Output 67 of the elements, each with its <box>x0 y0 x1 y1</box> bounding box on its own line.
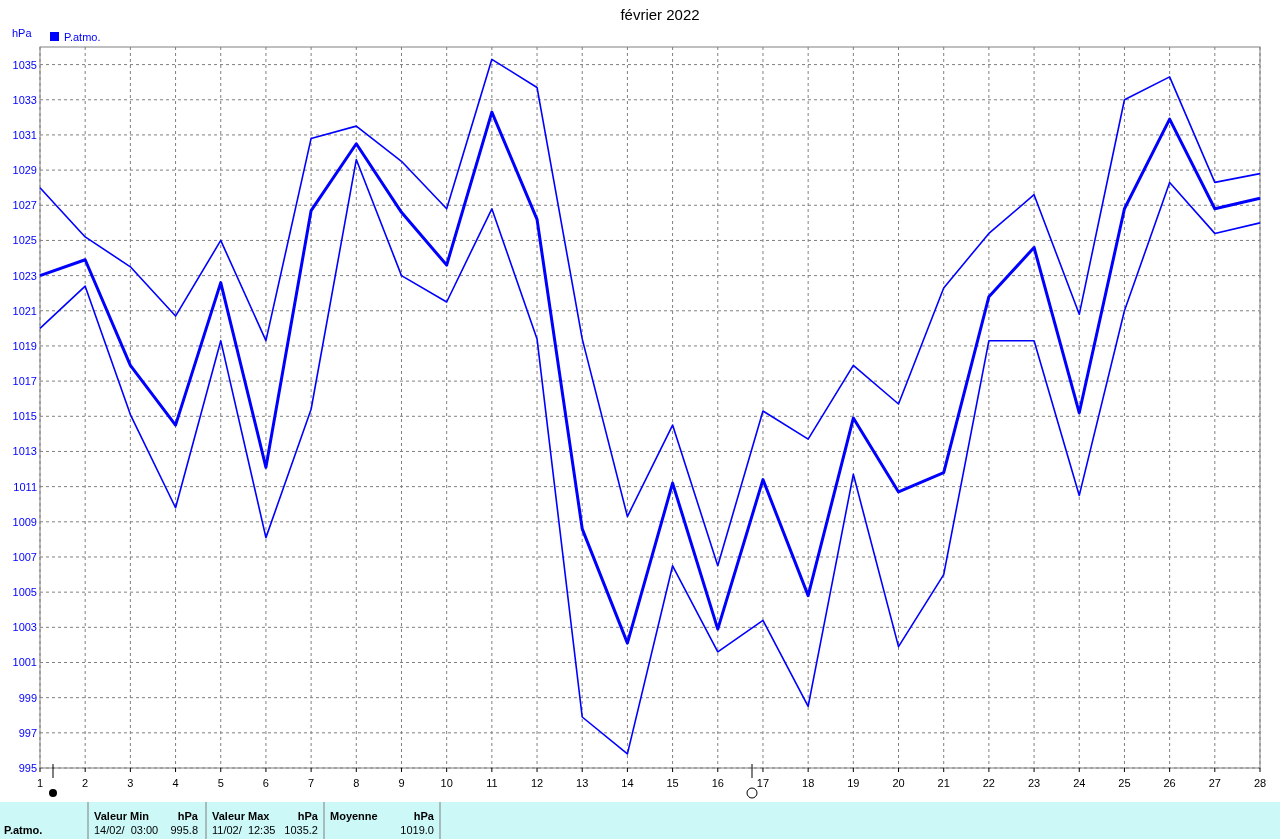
x-tick-label: 26 <box>1163 777 1176 789</box>
x-tick-label: 14 <box>621 777 634 789</box>
y-tick-label: 1035 <box>12 58 37 71</box>
y-tick-label: 1027 <box>12 199 37 212</box>
text: Moyenne <box>330 810 378 822</box>
text: hPa <box>297 810 319 822</box>
text: hPa <box>413 810 435 822</box>
text: P.atmo. <box>4 824 43 836</box>
y-tick-label: 1007 <box>12 550 37 563</box>
y-tick-label: 1017 <box>12 375 37 388</box>
y-tick-label: 999 <box>18 691 37 704</box>
x-tick-label: 11 <box>486 777 498 789</box>
y-tick-label: 1019 <box>12 339 37 352</box>
x-tick-label: 15 <box>666 777 679 789</box>
line-series <box>38 110 1262 645</box>
x-tick-label: 1 <box>36 777 44 789</box>
line-series <box>39 58 1261 567</box>
x-tick-label: 17 <box>756 777 770 789</box>
x-tick-label: 22 <box>982 777 996 789</box>
x-tick-label: 20 <box>892 777 905 789</box>
x-tick-label: 3 <box>127 777 134 789</box>
x-tick-label: 7 <box>308 777 315 789</box>
y-tick-label: 997 <box>18 726 37 739</box>
x-tick-label: 5 <box>217 777 224 789</box>
y-axis-title: hPa <box>12 27 33 39</box>
text: 1019.0 <box>400 824 434 836</box>
x-tick-label: 4 <box>172 777 179 789</box>
x-tick-label: 2 <box>82 777 89 789</box>
x-tick-label: 13 <box>576 777 589 789</box>
chart-title: février 2022 <box>620 6 700 23</box>
x-tick-label: 16 <box>711 777 724 789</box>
line-series <box>39 158 1261 755</box>
x-tick-label: 6 <box>262 777 269 789</box>
x-tick-label: 25 <box>1118 777 1131 789</box>
x-tick-label: 10 <box>440 777 453 789</box>
y-tick-label: 1029 <box>12 164 37 177</box>
legend-label: P.atmo. <box>64 31 101 43</box>
text: hPa <box>177 810 199 822</box>
text: Valeur Max <box>212 810 271 822</box>
x-tick-label: 12 <box>530 777 544 789</box>
y-tick-label: 1011 <box>13 480 37 493</box>
x-tick-label: 28 <box>1253 777 1267 789</box>
x-tick-label: 27 <box>1208 777 1221 789</box>
text: 11/02/ 12:35 <box>212 824 276 836</box>
x-tick-label: 8 <box>353 777 360 789</box>
x-tick-label: 24 <box>1073 777 1086 789</box>
y-tick-label: 1001 <box>12 656 37 669</box>
x-tick-label: 19 <box>847 777 860 789</box>
y-tick-label: 1003 <box>12 621 37 634</box>
y-tick-label: 1033 <box>12 93 37 106</box>
y-tick-label: 1023 <box>12 269 37 282</box>
y-tick-label: 1021 <box>12 304 37 317</box>
x-tick-label: 23 <box>1027 777 1041 789</box>
text: Valeur Min <box>94 810 150 822</box>
y-tick-label: 1013 <box>12 445 37 458</box>
text: 14/02/ 03:00 <box>94 824 159 836</box>
y-tick-label: 1005 <box>12 586 37 599</box>
x-tick-label: 18 <box>802 777 815 789</box>
x-tick-label: 21 <box>937 777 950 789</box>
text: 1035.2 <box>284 824 318 836</box>
y-tick-label: 1015 <box>12 410 37 423</box>
y-tick-label: 1025 <box>12 234 37 247</box>
y-tick-label: 995 <box>18 762 37 774</box>
y-tick-label: 1009 <box>12 515 37 528</box>
text: 995.8 <box>170 824 198 836</box>
y-tick-label: 1031 <box>12 128 37 141</box>
x-tick-label: 9 <box>398 777 405 789</box>
